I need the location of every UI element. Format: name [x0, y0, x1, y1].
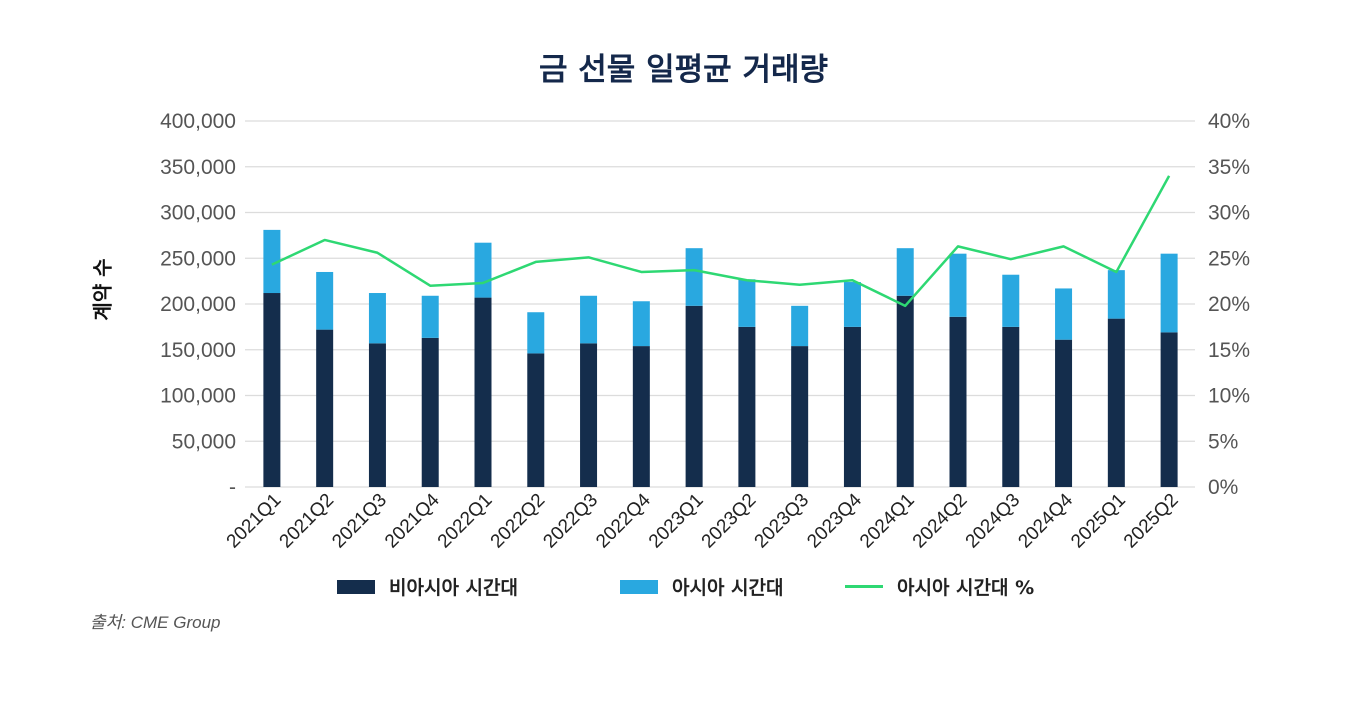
bar-non-asia — [1107, 318, 1125, 487]
legend-item-non-asia: 비아시아 시간대 — [337, 573, 518, 600]
bar-asia — [527, 312, 545, 354]
legend-line — [845, 585, 883, 588]
bar-non-asia — [791, 346, 809, 487]
y-right-tick-label: 15% — [1208, 339, 1250, 362]
y-tick-label: 100,000 — [160, 385, 236, 408]
x-tick-label: 2023Q2 — [698, 490, 761, 553]
legend-item-asia: 아시아 시간대 — [620, 573, 784, 600]
bar-non-asia — [368, 343, 386, 487]
y-right-tick-label: 5% — [1208, 430, 1238, 453]
x-tick-label: 2022Q3 — [539, 490, 602, 553]
bar-non-asia — [316, 329, 334, 487]
legend-label: 아시아 시간대 % — [897, 577, 1035, 599]
bar-asia — [368, 293, 386, 344]
y-right-tick-label: 20% — [1208, 293, 1250, 316]
bar-non-asia — [949, 316, 967, 487]
bar-asia — [1107, 270, 1125, 319]
bar-non-asia — [1002, 326, 1020, 487]
bar-asia — [632, 301, 650, 347]
x-tick-label: 2022Q4 — [592, 489, 655, 552]
x-tick-label: 2022Q2 — [487, 490, 550, 553]
bar-asia — [1160, 253, 1178, 333]
x-tick-label: 2021Q2 — [276, 490, 339, 553]
x-tick-label: 2023Q4 — [803, 489, 866, 552]
y-tick-label: 50,000 — [172, 430, 236, 453]
bar-non-asia — [1055, 339, 1073, 487]
bar-asia — [738, 279, 756, 327]
y-tick-label: 300,000 — [160, 202, 236, 225]
x-tick-label: 2023Q1 — [645, 490, 708, 553]
y-tick-label: 350,000 — [160, 156, 236, 179]
source-note: 출처: CME Group — [90, 613, 221, 632]
y-tick-label: 200,000 — [160, 293, 236, 316]
bar-non-asia — [421, 337, 439, 487]
bar-asia — [474, 242, 492, 298]
bar-non-asia — [1160, 332, 1178, 487]
bar-non-asia — [527, 353, 545, 487]
bar-non-asia — [263, 293, 281, 487]
x-tick-label: 2024Q1 — [856, 490, 919, 553]
bar-asia — [316, 271, 334, 330]
x-tick-label: 2025Q1 — [1067, 490, 1130, 553]
y-tick-label: 250,000 — [160, 247, 236, 270]
bar-asia — [791, 305, 809, 347]
y-tick-label: - — [229, 476, 236, 499]
bar-asia — [843, 282, 861, 327]
y-right-tick-label: 0% — [1208, 476, 1238, 499]
bar-non-asia — [738, 326, 756, 487]
legend-label: 아시아 시간대 — [672, 577, 784, 599]
x-tick-label: 2021Q1 — [223, 490, 286, 553]
bar-non-asia — [896, 295, 914, 487]
bar-asia — [1055, 288, 1073, 340]
legend-label: 비아시아 시간대 — [389, 577, 518, 599]
bar-non-asia — [474, 297, 492, 487]
bar-asia — [263, 229, 281, 294]
y-right-tick-label: 40% — [1208, 110, 1250, 133]
x-tick-label: 2022Q1 — [434, 490, 497, 553]
bar-asia — [896, 248, 914, 296]
y-tick-label: 150,000 — [160, 339, 236, 362]
line-asia-pct — [271, 175, 1171, 308]
x-tick-label: 2025Q2 — [1120, 490, 1183, 553]
chart-title: 금 선물 일평균 거래량 — [538, 52, 829, 88]
bar-asia — [1002, 274, 1020, 327]
legend: 비아시아 시간대 아시아 시간대 아시아 시간대 % — [0, 573, 1367, 603]
y-right-tick-label: 35% — [1208, 156, 1250, 179]
bar-non-asia — [843, 326, 861, 487]
x-tick-label: 2024Q3 — [962, 490, 1025, 553]
legend-swatch — [620, 579, 658, 594]
bar-asia — [580, 295, 598, 344]
x-tick-label: 2023Q3 — [751, 490, 814, 553]
legend-swatch — [337, 579, 375, 594]
y-right-tick-label: 25% — [1208, 247, 1250, 270]
legend-item-asia-pct: 아시아 시간대 % — [845, 573, 1034, 600]
x-tick-label: 2021Q3 — [328, 490, 391, 553]
bar-asia — [685, 248, 703, 306]
bar-non-asia — [632, 346, 650, 487]
x-tick-label: 2021Q4 — [381, 489, 444, 552]
y-right-tick-label: 30% — [1208, 202, 1250, 225]
bar-asia — [949, 253, 967, 317]
bar-asia — [421, 295, 439, 338]
x-tick-label: 2024Q2 — [909, 490, 972, 553]
y-right-tick-label: 10% — [1208, 385, 1250, 408]
bar-non-asia — [685, 305, 703, 487]
y-tick-label: 400,000 — [160, 110, 236, 133]
bar-non-asia — [580, 343, 598, 487]
x-tick-label: 2024Q4 — [1014, 489, 1077, 552]
